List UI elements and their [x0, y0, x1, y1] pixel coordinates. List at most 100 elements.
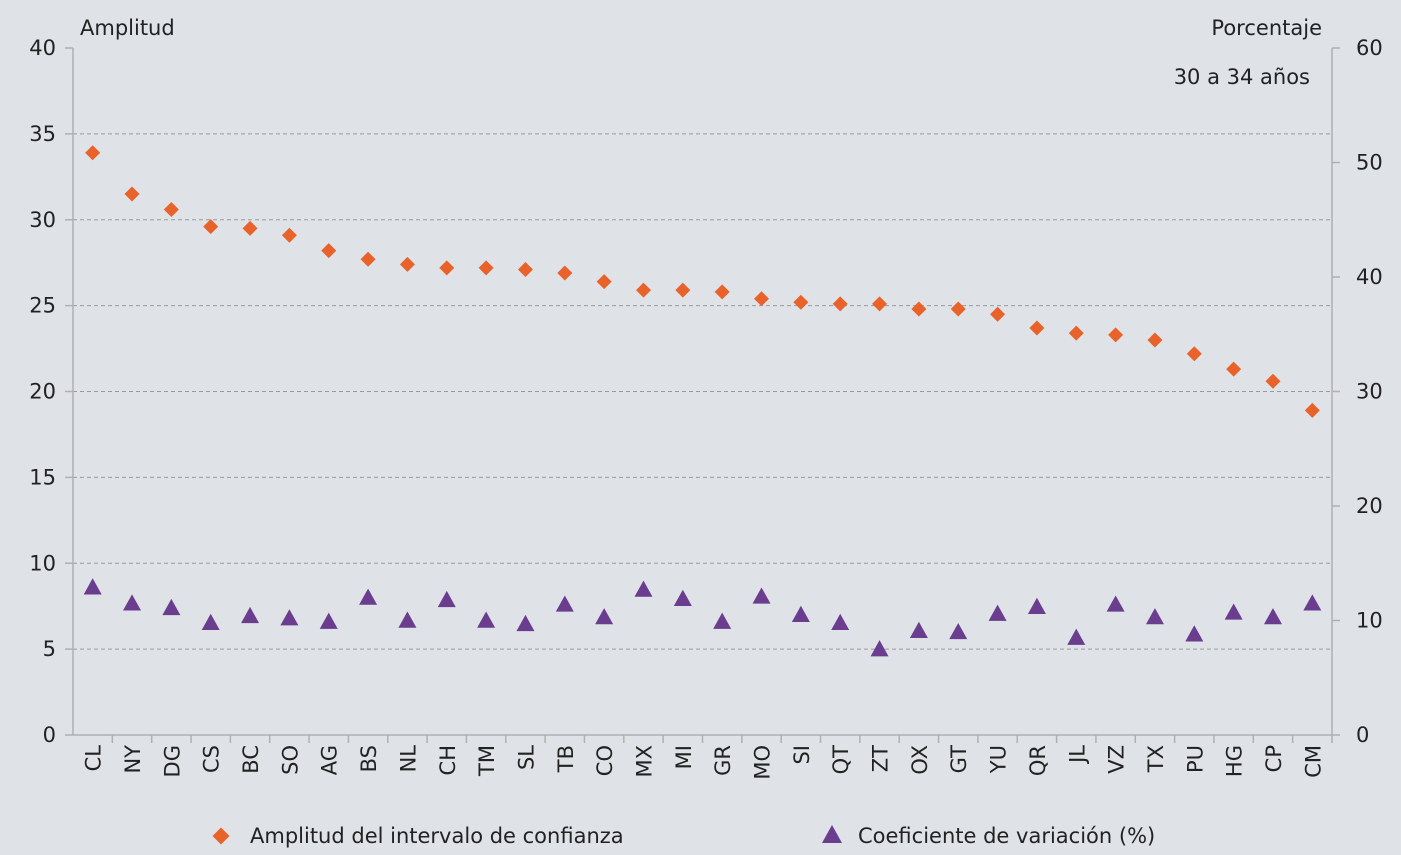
- right-tick-label: 0: [1356, 723, 1369, 747]
- x-tick-label: MI: [672, 745, 696, 769]
- amplitud-point: [321, 243, 337, 259]
- amplitud-point: [360, 251, 376, 267]
- chart-subtitle: 30 a 34 años: [1174, 65, 1310, 89]
- x-tick-label: PU: [1183, 745, 1207, 773]
- x-tick-label: OX: [908, 745, 932, 775]
- coeficiente-point: [909, 621, 928, 639]
- amplitud-point: [950, 301, 966, 317]
- right-tick-label: 30: [1356, 380, 1383, 404]
- coeficiente-point: [713, 612, 732, 629]
- amplitud-point: [596, 274, 612, 290]
- x-tick-label: SL: [514, 745, 538, 770]
- left-axis-title: Amplitud: [80, 16, 175, 40]
- amplitud-point: [203, 219, 219, 235]
- right-axis-title: Porcentaje: [1211, 16, 1322, 40]
- x-tick-label: HG: [1223, 745, 1247, 777]
- legend-diamond-icon: [212, 827, 230, 845]
- amplitud-point: [399, 256, 415, 272]
- amplitud-point: [242, 220, 258, 236]
- coeficiente-point: [1303, 594, 1322, 611]
- amplitud-point: [1304, 402, 1320, 418]
- amplitud-point: [872, 296, 888, 312]
- right-tick-label: 40: [1356, 265, 1383, 289]
- legend: Amplitud del intervalo de confianza Coef…: [212, 824, 1155, 848]
- amplitud-point: [1186, 346, 1202, 362]
- x-axis-ticks: CL NY DG CS BC SO AG BS NL CH TM SL TB CO MX MI GR MO SI QT…: [82, 735, 1333, 780]
- left-axis-ticks: 0 5 10 15 20 25 30 35 40: [29, 36, 73, 747]
- amplitud-point: [281, 227, 297, 243]
- right-tick-label: 10: [1356, 609, 1383, 633]
- amplitud-point: [557, 265, 573, 281]
- legend-item-amplitud: Amplitud del intervalo de confianza: [212, 824, 624, 848]
- x-tick-label: TB: [554, 745, 578, 773]
- coeficiente-point: [83, 578, 102, 595]
- legend-triangle-icon: [822, 825, 842, 843]
- left-tick-label: 15: [29, 465, 56, 489]
- amplitud-point: [793, 294, 809, 310]
- coeficiente-point: [1263, 608, 1282, 625]
- x-tick-label: QT: [829, 745, 853, 775]
- amplitud-point: [1108, 327, 1124, 343]
- x-tick-label: GR: [711, 745, 735, 776]
- legend-item-coeficiente: Coeficiente de variación (%): [822, 824, 1155, 848]
- coeficiente-point: [201, 613, 220, 630]
- x-tick-label: TM: [475, 745, 499, 777]
- amplitud-point: [163, 201, 179, 217]
- x-tick-label: CL: [82, 745, 106, 772]
- coeficiente-point: [673, 589, 692, 606]
- x-tick-label: DG: [160, 745, 184, 777]
- amplitud-point: [990, 306, 1006, 322]
- left-tick-label: 25: [29, 294, 56, 318]
- x-tick-label: JL: [1065, 745, 1089, 765]
- left-tick-label: 20: [29, 380, 56, 404]
- right-tick-label: 20: [1356, 494, 1383, 518]
- amplitud-point: [85, 145, 101, 161]
- coeficiente-point: [437, 590, 456, 608]
- coeficiente-point: [280, 609, 299, 626]
- right-tick-label: 50: [1356, 151, 1383, 175]
- coeficiente-point: [477, 611, 496, 628]
- amplitud-point: [1029, 320, 1045, 336]
- coeficiente-point: [1224, 603, 1243, 620]
- amplitud-point: [124, 186, 140, 202]
- x-tick-label: MX: [632, 745, 656, 778]
- coeficiente-point: [319, 612, 338, 629]
- amplitud-point: [478, 260, 494, 276]
- x-tick-label: CH: [436, 745, 460, 775]
- x-tick-label: BS: [357, 745, 381, 772]
- amplitud-point: [911, 301, 927, 317]
- amplitud-point: [675, 282, 691, 298]
- x-tick-label: CM: [1301, 745, 1325, 778]
- gridlines: [73, 133, 1332, 650]
- left-tick-label: 5: [43, 637, 56, 661]
- coeficiente-point: [831, 613, 850, 630]
- coeficiente-point: [752, 587, 771, 604]
- x-tick-label: QR: [1026, 745, 1050, 776]
- x-tick-label: BC: [239, 745, 263, 774]
- amplitud-point: [1265, 373, 1281, 389]
- coeficiente-point: [1067, 628, 1086, 645]
- x-tick-label: GT: [947, 745, 971, 774]
- amplitud-point: [1147, 332, 1163, 348]
- legend-label-coeficiente: Coeficiente de variación (%): [858, 824, 1155, 848]
- coeficiente-point: [791, 605, 810, 622]
- x-tick-label: SO: [278, 745, 302, 775]
- coeficiente-point: [162, 598, 181, 616]
- x-tick-label: MO: [751, 745, 775, 780]
- series-markers: [83, 145, 1322, 657]
- amplitud-point: [1226, 361, 1242, 377]
- x-tick-label: AG: [318, 745, 342, 775]
- left-tick-label: 10: [29, 551, 56, 575]
- x-tick-label: YU: [987, 745, 1011, 774]
- coeficiente-point: [241, 606, 260, 624]
- coeficiente-point: [359, 588, 378, 605]
- coeficiente-point: [123, 594, 142, 611]
- coeficiente-point: [555, 595, 574, 612]
- coeficiente-point: [634, 580, 653, 597]
- coeficiente-point: [595, 608, 614, 625]
- amplitud-point: [517, 262, 533, 278]
- coeficiente-point: [516, 614, 535, 632]
- left-tick-label: 0: [43, 723, 56, 747]
- coeficiente-point: [1106, 595, 1125, 612]
